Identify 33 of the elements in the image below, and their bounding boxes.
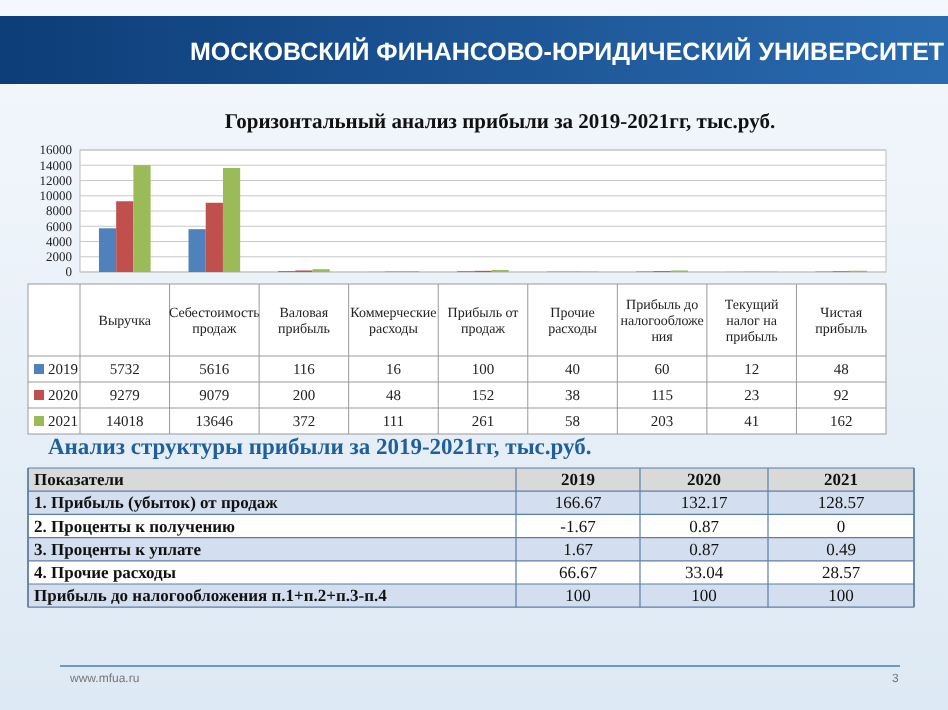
data-label: 100 (828, 585, 854, 606)
data-label: 33.04 (684, 562, 725, 583)
bar (188, 229, 206, 272)
data-label: -1.67 (560, 515, 596, 536)
data-label: 166.67 (554, 492, 602, 513)
data-label: 100 (565, 585, 591, 606)
category-label: 2020 (687, 469, 721, 490)
chart-title: Горизонтальный анализ прибыли за 2019-2021гг, тыс.руб. (224, 112, 776, 134)
legend-title: Показатели (34, 469, 125, 490)
text: Анализ структуры прибыли за 2019-2021гг, тыс.руб. (48, 436, 592, 460)
text: МОСКОВСКИЙ ФИНАНСОВО-ЮРИДИЧЕСКИЙ УНИВЕРСИТЕТ (190, 36, 945, 66)
series-label: 4. Прочие расходы (34, 562, 177, 583)
data-label: 1.67 (563, 538, 593, 559)
data-label: 0.49 (826, 538, 856, 559)
series-label: Прибыль до налогообложения п.1+п.2+п.3-п.4 (34, 585, 389, 606)
bar (133, 165, 151, 272)
data-label: 0.87 (689, 515, 719, 536)
series-label: 1. Прибыль (убыток) от продаж (34, 492, 280, 513)
bar (116, 201, 134, 272)
data-label: 0 (836, 515, 846, 536)
data-label: 132.17 (680, 492, 728, 513)
data-label: 100 (691, 585, 717, 606)
category-label: 2021 (824, 469, 858, 490)
data-label: 0.87 (689, 538, 719, 559)
series-label: 2. Проценты к получению (34, 515, 237, 536)
data-label: 28.57 (821, 562, 861, 583)
bar (222, 167, 241, 272)
data-label: 128.57 (817, 492, 865, 513)
series-label: 3. Проценты к уплате (34, 538, 202, 559)
data-label: 66.67 (558, 562, 598, 583)
bar (205, 202, 223, 272)
category-label: 2019 (561, 469, 595, 490)
bar (98, 228, 117, 272)
